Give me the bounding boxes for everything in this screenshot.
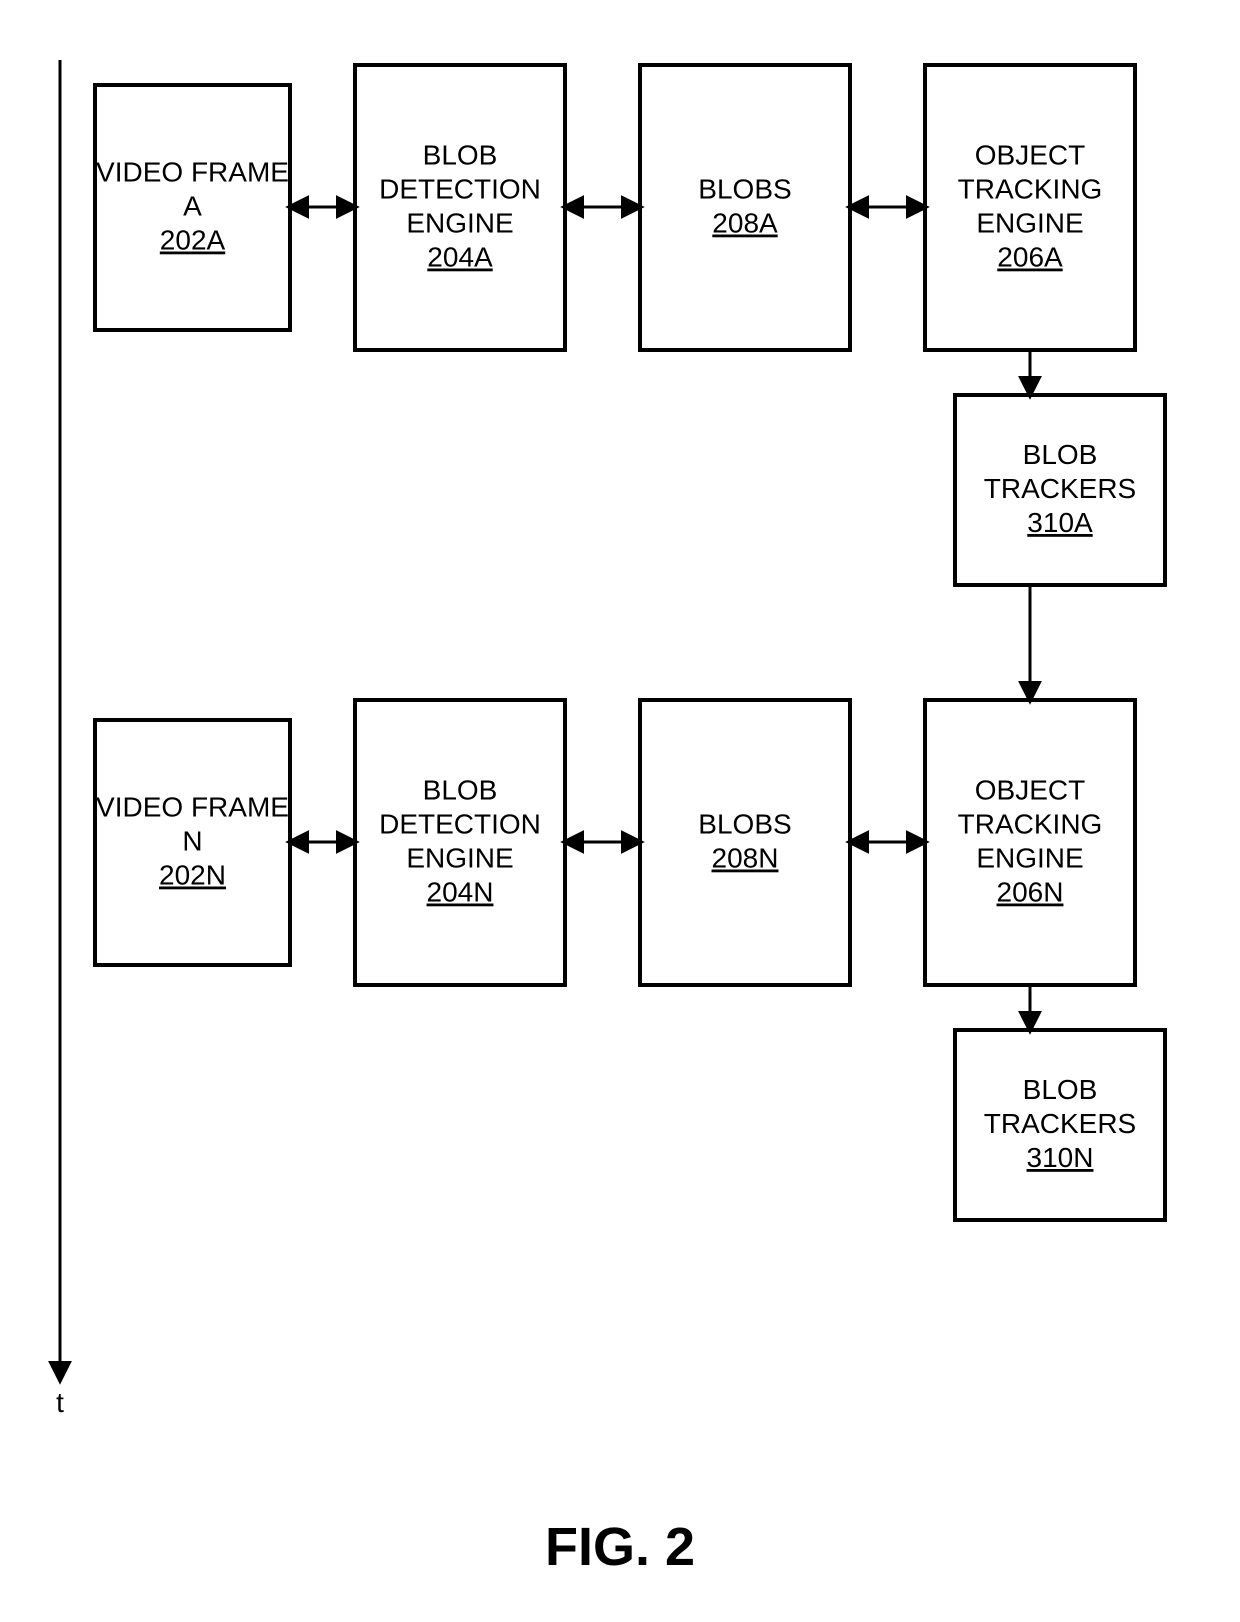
box-video_frame_a-ref: 202A xyxy=(160,225,226,256)
diagram-canvas: t VIDEO FRAMEA202ABLOBDETECTIONENGINE204… xyxy=(0,0,1240,1622)
box-obj_track_a-line-0: OBJECT xyxy=(975,140,1085,171)
box-blob_det_a-line-1: DETECTION xyxy=(379,174,541,205)
box-blob_det_n-line-1: DETECTION xyxy=(379,809,541,840)
box-blobs_n: BLOBS208N xyxy=(640,700,850,985)
box-video_frame_a-line-0: VIDEO FRAME xyxy=(96,157,289,188)
box-blob_det_a-line-0: BLOB xyxy=(423,140,498,171)
box-blobs_n-line-0: BLOBS xyxy=(698,809,791,840)
box-obj_track_n-line-2: ENGINE xyxy=(976,843,1083,874)
box-blob_det_a-line-2: ENGINE xyxy=(406,208,513,239)
box-blob_trackers_n: BLOBTRACKERS310N xyxy=(955,1030,1165,1220)
box-obj_track_a: OBJECTTRACKINGENGINE206A xyxy=(925,65,1135,350)
box-obj_track_n-ref: 206N xyxy=(997,877,1064,908)
box-obj_track_n-line-1: TRACKING xyxy=(958,809,1103,840)
box-blob_det_n-line-2: ENGINE xyxy=(406,843,513,874)
box-obj_track_a-line-1: TRACKING xyxy=(958,174,1103,205)
box-blob_trackers_a-ref: 310A xyxy=(1027,507,1093,538)
box-obj_track_n: OBJECTTRACKINGENGINE206N xyxy=(925,700,1135,985)
figure-label: FIG. 2 xyxy=(545,1517,695,1577)
box-blob_trackers_a-line-1: TRACKERS xyxy=(984,473,1136,504)
box-blob_trackers_n-ref: 310N xyxy=(1027,1142,1094,1173)
box-blob_trackers_n-line-0: BLOB xyxy=(1023,1074,1098,1105)
box-blob_trackers_a: BLOBTRACKERS310A xyxy=(955,395,1165,585)
box-blob_det_n-ref: 204N xyxy=(427,877,494,908)
box-obj_track_a-ref: 206A xyxy=(997,242,1063,273)
box-blob_det_n-line-0: BLOB xyxy=(423,775,498,806)
box-blobs_a-line-0: BLOBS xyxy=(698,174,791,205)
box-obj_track_a-line-2: ENGINE xyxy=(976,208,1083,239)
box-video_frame_a-line-1: A xyxy=(183,191,202,222)
box-video_frame_n: VIDEO FRAMEN202N xyxy=(95,720,290,965)
box-blob_det_n: BLOBDETECTIONENGINE204N xyxy=(355,700,565,985)
box-blob_trackers_n-line-1: TRACKERS xyxy=(984,1108,1136,1139)
time-axis: t xyxy=(56,60,64,1418)
box-blob_trackers_a-line-0: BLOB xyxy=(1023,439,1098,470)
box-blob_det_a: BLOBDETECTIONENGINE204A xyxy=(355,65,565,350)
time-axis-label: t xyxy=(56,1387,64,1418)
box-blob_det_a-ref: 204A xyxy=(427,242,493,273)
box-blobs_n-ref: 208N xyxy=(712,843,779,874)
box-video_frame_n-line-1: N xyxy=(182,826,202,857)
box-obj_track_n-line-0: OBJECT xyxy=(975,775,1085,806)
box-video_frame_n-line-0: VIDEO FRAME xyxy=(96,792,289,823)
box-video_frame_n-ref: 202N xyxy=(159,860,226,891)
box-blobs_a-ref: 208A xyxy=(712,208,778,239)
box-blobs_a: BLOBS208A xyxy=(640,65,850,350)
box-video_frame_a: VIDEO FRAMEA202A xyxy=(95,85,290,330)
